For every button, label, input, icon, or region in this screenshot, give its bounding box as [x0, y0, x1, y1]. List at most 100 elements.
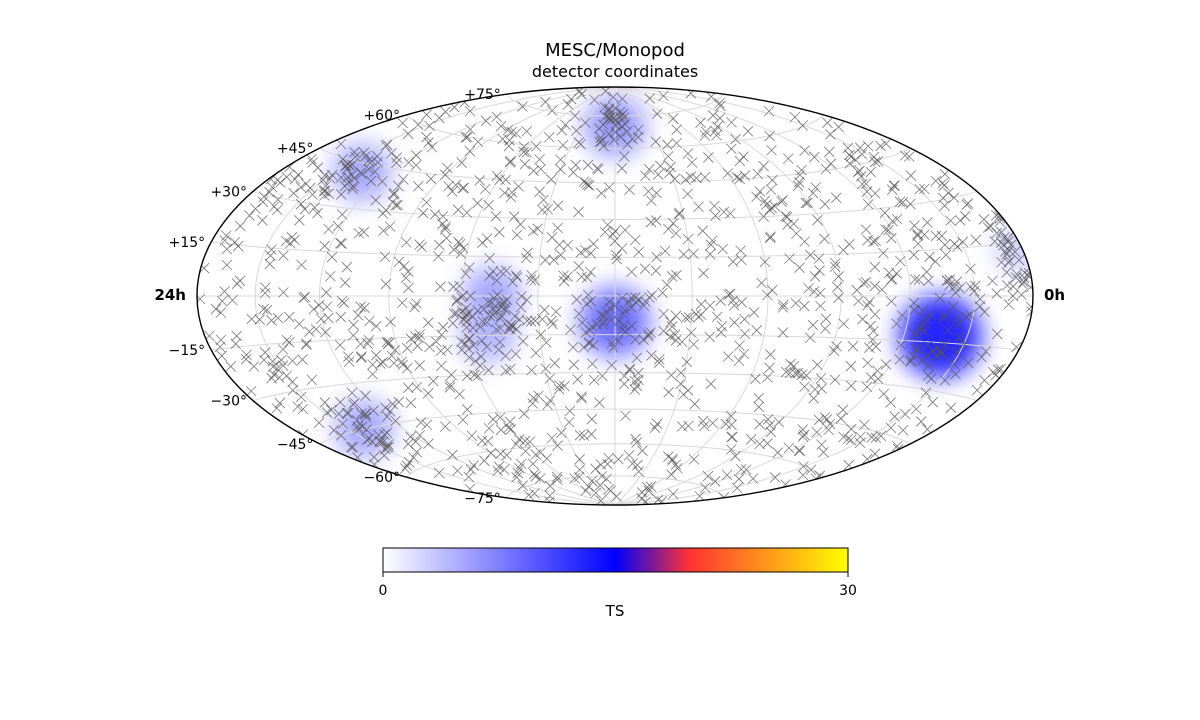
event-marker — [481, 341, 493, 353]
event-marker — [782, 153, 794, 164]
event-marker — [356, 168, 368, 180]
event-marker — [297, 354, 308, 365]
event-marker — [780, 366, 792, 378]
event-marker — [751, 191, 762, 203]
event-marker — [343, 407, 354, 419]
event-marker — [629, 384, 641, 395]
event-marker — [246, 313, 257, 325]
event-marker — [922, 217, 933, 228]
event-marker — [543, 131, 555, 143]
event-marker — [915, 416, 927, 427]
event-marker — [845, 423, 857, 435]
event-marker — [643, 186, 654, 197]
event-marker — [632, 131, 644, 143]
ra-gridline — [388, 87, 616, 505]
event-marker — [275, 354, 287, 366]
event-marker — [615, 106, 626, 118]
event-marker — [274, 397, 286, 409]
event-marker — [412, 340, 423, 352]
event-marker — [640, 496, 651, 505]
event-marker — [665, 316, 676, 328]
event-marker — [891, 268, 902, 279]
event-marker — [605, 485, 616, 497]
event-marker — [503, 323, 515, 334]
event-marker — [885, 397, 896, 408]
colorbar-max-label: 30 — [839, 583, 857, 599]
event-marker — [514, 463, 525, 474]
event-marker — [935, 345, 946, 357]
event-marker — [440, 169, 451, 181]
event-marker — [335, 396, 346, 408]
event-marker — [651, 251, 662, 263]
event-marker — [555, 249, 567, 261]
event-marker — [583, 481, 594, 492]
event-marker — [640, 170, 651, 182]
event-marker — [918, 183, 930, 195]
event-marker — [619, 224, 631, 236]
ra-label-left: 24h — [154, 286, 186, 304]
event-marker — [465, 290, 476, 302]
event-marker — [409, 330, 421, 342]
event-marker — [630, 334, 641, 345]
event-marker — [950, 368, 961, 380]
event-marker — [829, 374, 841, 386]
event-marker — [613, 453, 624, 465]
event-marker — [336, 238, 347, 249]
event-marker — [819, 198, 831, 210]
event-marker — [872, 365, 883, 376]
event-marker — [335, 189, 347, 200]
event-marker — [633, 374, 644, 386]
event-marker — [481, 316, 493, 328]
dec-tick-label: +45° — [277, 141, 314, 157]
event-marker — [823, 424, 834, 436]
event-marker — [494, 313, 506, 324]
event-marker — [854, 437, 866, 449]
event-marker — [421, 197, 432, 208]
event-marker — [258, 354, 270, 366]
event-marker — [398, 260, 410, 272]
event-marker — [686, 327, 697, 338]
event-marker — [540, 363, 551, 374]
event-marker — [659, 245, 671, 257]
event-marker — [397, 174, 409, 185]
event-marker — [517, 480, 528, 491]
event-marker — [706, 235, 718, 246]
event-marker — [616, 243, 628, 254]
event-marker — [726, 143, 737, 155]
event-marker — [911, 403, 922, 415]
event-marker — [491, 324, 502, 335]
event-marker — [670, 310, 682, 322]
event-marker — [266, 315, 277, 326]
event-marker — [610, 249, 622, 261]
event-marker — [505, 423, 517, 435]
event-marker — [568, 359, 580, 370]
event-marker — [586, 321, 598, 332]
event-marker — [908, 249, 920, 261]
event-marker — [878, 247, 889, 259]
event-marker — [870, 341, 882, 352]
event-marker — [402, 382, 414, 394]
event-marker — [611, 253, 623, 265]
event-marker — [869, 156, 881, 168]
event-marker — [793, 176, 805, 188]
event-marker — [862, 140, 874, 152]
event-marker — [550, 306, 562, 318]
event-marker — [328, 424, 340, 436]
map-boundary — [196, 86, 1034, 506]
event-marker — [909, 274, 921, 285]
event-marker — [959, 211, 971, 222]
event-marker — [1003, 298, 1014, 310]
event-marker — [556, 125, 568, 136]
event-marker — [833, 121, 844, 133]
event-marker — [996, 226, 1007, 238]
event-marker — [402, 438, 414, 450]
event-marker — [391, 157, 402, 169]
event-marker — [335, 430, 347, 441]
event-marker — [412, 119, 424, 130]
event-marker — [913, 274, 925, 286]
event-marker — [499, 187, 510, 199]
event-marker — [403, 157, 414, 168]
event-marker — [756, 277, 767, 289]
event-marker — [447, 318, 459, 329]
event-marker — [552, 200, 564, 211]
